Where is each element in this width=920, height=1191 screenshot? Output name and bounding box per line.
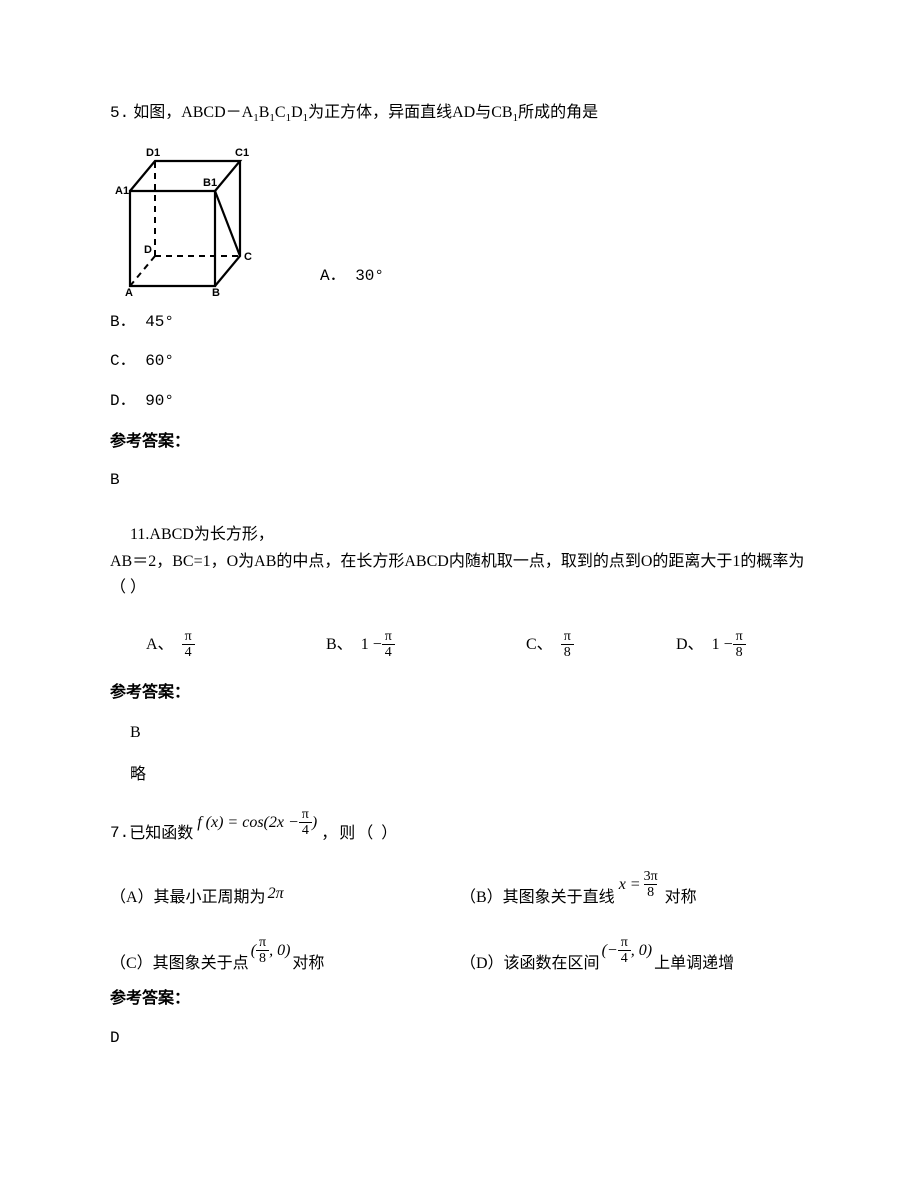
q7-d-num: π — [618, 935, 631, 950]
q7-c-suffix: 对称 — [292, 951, 324, 977]
q7-b-den: 8 — [644, 884, 657, 900]
q6-option-b: B、 1 − π 4 — [326, 629, 526, 661]
q6-d-expr: 1 − π 8 — [712, 629, 746, 661]
q6-c-label: C、 — [526, 632, 553, 658]
q6-d-den: 8 — [733, 644, 746, 660]
q6-b-num: π — [382, 629, 395, 644]
q5-option-c: C． 60° — [110, 349, 810, 375]
q7-b-lhs: x = — [619, 872, 641, 898]
q7-a-prefix: （A）其最小正周期为 — [110, 885, 266, 911]
q6-title: ABCD为长方形， — [149, 526, 273, 543]
q6-b-label: B、 — [326, 632, 353, 658]
label-c1: C1 — [235, 147, 249, 159]
q7-prefix: 已知函数 — [129, 821, 193, 847]
q5-text-5: 为正方体，异面直线AD与CB — [308, 104, 512, 121]
q7-func-den: 4 — [299, 822, 312, 838]
q7-func-rhs: ) — [312, 810, 317, 836]
q5-option-a: A． 30° — [320, 264, 384, 290]
q5-text-4: D — [291, 104, 303, 121]
q7-option-c: （C）其图象关于点 ( π 8 , 0) 对称 — [110, 945, 460, 977]
q7-c-expr: ( π 8 , 0) — [251, 935, 291, 967]
q7-d-suffix: 上单调递增 — [654, 951, 734, 977]
q7-answer: D — [110, 1026, 810, 1052]
q7-b-num: 3π — [641, 869, 661, 884]
q6-options: A、 π 4 B、 1 − π 4 C、 π 8 D、 1 − π 8 — [110, 629, 810, 661]
q6-option-c: C、 π 8 — [526, 629, 676, 661]
q6-d-num: π — [733, 629, 746, 644]
q5-answer: B — [110, 468, 810, 494]
label-b1: B1 — [203, 177, 217, 189]
q5-answer-label: 参考答案： — [110, 429, 810, 455]
q5-text-2: B — [259, 104, 270, 121]
q7-b-prefix: （B）其图象关于直线 — [460, 885, 615, 911]
q6-a-label: A、 — [146, 632, 174, 658]
q6-header: 11.ABCD为长方形， — [110, 522, 810, 548]
q7-options: （A）其最小正周期为 2π （B）其图象关于直线 x = 3π 8 对称 （C）… — [110, 879, 810, 977]
q5-text-3: C — [275, 104, 286, 121]
q7-d-expr: (− π 4 , 0) — [602, 935, 653, 967]
q7-b-expr: x = 3π 8 — [619, 869, 661, 901]
q7-c-den: 8 — [256, 950, 269, 966]
label-b: B — [212, 287, 220, 296]
q7-d-frac: π 4 — [618, 935, 631, 967]
q7-b-suffix: 对称 — [665, 885, 697, 911]
q6-answer-label: 参考答案： — [110, 680, 810, 706]
q7-c-frac: π 8 — [256, 935, 269, 967]
label-d1: D1 — [146, 147, 160, 159]
q6-option-d: D、 1 − π 8 — [676, 629, 746, 661]
q6-answer: B — [110, 720, 810, 746]
cube-diagram: D1 C1 A1 B1 D C A B — [110, 136, 270, 296]
q7-stem: 7. 已知函数 f (x) = cos(2x − π 4 ) ，则（ ） — [110, 815, 810, 847]
q7-c-num: π — [256, 935, 269, 950]
q6-a-frac: π 4 — [182, 629, 195, 661]
q6-b-frac: π 4 — [382, 629, 395, 661]
q7-answer-label: 参考答案： — [110, 986, 810, 1012]
label-a1: A1 — [115, 185, 129, 197]
label-d: D — [144, 244, 152, 256]
q7-a-math: 2π — [268, 881, 284, 907]
q7-function: f (x) = cos(2x − π 4 ) — [197, 807, 317, 839]
q6-d-frac: π 8 — [733, 629, 746, 661]
q6-c-num: π — [561, 629, 574, 644]
q6-extra: 略 — [110, 762, 810, 788]
q6-b-prefix: 1 − — [361, 632, 382, 658]
q7-d-prefix: （D）该函数在区间 — [460, 951, 600, 977]
q7-c-prefix: （C）其图象关于点 — [110, 951, 249, 977]
label-a: A — [125, 287, 133, 296]
q7-option-b: （B）其图象关于直线 x = 3π 8 对称 — [460, 879, 810, 911]
q6-d-label: D、 — [676, 632, 704, 658]
q6-b-den: 4 — [382, 644, 395, 660]
q7-number: 7. — [110, 821, 129, 847]
q6-number: 11. — [130, 526, 149, 543]
q5-text-6: 所成的角是 — [518, 104, 598, 121]
q6-option-a: A、 π 4 — [146, 629, 326, 661]
q7-c-rparen: , 0) — [269, 938, 290, 964]
q6-a-den: 4 — [182, 644, 195, 660]
q6-body-text: AB＝2，BC=1，O为AB的中点，在长方形ABCD内随机取一点，取到的点到O的… — [110, 553, 804, 596]
q5-option-d: D． 90° — [110, 389, 810, 415]
q6-a-num: π — [182, 629, 195, 644]
q7-func-frac: π 4 — [299, 807, 312, 839]
q5-figure-row: D1 C1 A1 B1 D C A B A． 30° — [110, 136, 810, 296]
q5-stem: 5. 如图，ABCD－A1B1C1D1为正方体，异面直线AD与CB1所成的角是 — [110, 100, 810, 128]
q5-text-1: 如图，ABCD－A — [133, 104, 253, 121]
q7-func-lhs: f (x) = cos(2x − — [197, 810, 299, 836]
q6-b-expr: 1 − π 4 — [361, 629, 395, 661]
q7-option-d: （D）该函数在区间 (− π 4 , 0) 上单调递增 — [460, 945, 810, 977]
q6-c-frac: π 8 — [561, 629, 574, 661]
q7-d-den: 4 — [618, 950, 631, 966]
q7-d-rparen: , 0) — [631, 938, 652, 964]
q7-b-frac: 3π 8 — [641, 869, 661, 901]
label-c: C — [244, 251, 252, 263]
q6-body: AB＝2，BC=1，O为AB的中点，在长方形ABCD内随机取一点，取到的点到O的… — [110, 549, 810, 600]
q6-c-den: 8 — [561, 644, 574, 660]
q5-option-b: B． 45° — [110, 310, 810, 336]
q5-number: 5. — [110, 104, 129, 122]
q6-d-prefix: 1 − — [712, 632, 733, 658]
q7-func-num: π — [299, 807, 312, 822]
q7-d-lparen: (− — [602, 938, 618, 964]
q7-suffix: ，则（ ） — [321, 821, 399, 847]
q7-option-a: （A）其最小正周期为 2π — [110, 879, 460, 911]
